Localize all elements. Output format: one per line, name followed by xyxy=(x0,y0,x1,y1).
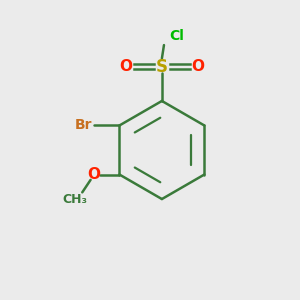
Text: O: O xyxy=(191,59,204,74)
Text: O: O xyxy=(120,59,133,74)
Text: Br: Br xyxy=(74,118,92,133)
Text: O: O xyxy=(87,167,100,182)
Text: S: S xyxy=(156,58,168,76)
Text: CH₃: CH₃ xyxy=(62,193,87,206)
Text: Cl: Cl xyxy=(169,29,184,43)
